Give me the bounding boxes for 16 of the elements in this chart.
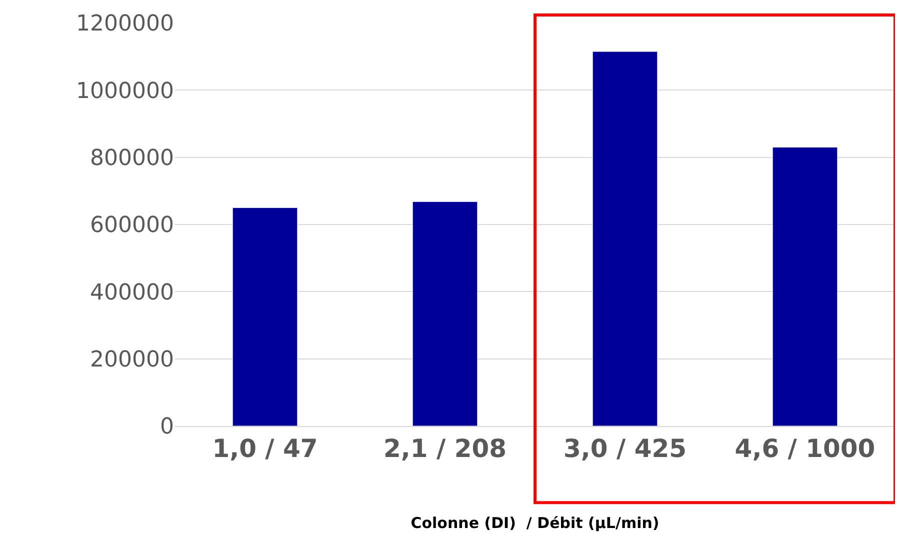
x-tick-label: 3,0 / 425 (563, 434, 687, 463)
y-tick-label: 1000000 (76, 78, 174, 104)
x-tick-label: 2,1 / 208 (383, 434, 507, 463)
x-axis-title: Colonne (DI) / Débit (µL/min) (410, 514, 660, 532)
y-tick-label: 0 (160, 414, 174, 440)
y-tick-label: 400000 (90, 280, 174, 306)
y-tick-label: 600000 (90, 213, 174, 238)
x-tick-label: 4,6 / 1000 (734, 434, 876, 463)
bar (232, 207, 298, 426)
bar (592, 51, 658, 426)
y-tick-label: 200000 (90, 348, 174, 373)
bar (772, 147, 838, 426)
y-tick-label: 800000 (90, 146, 174, 172)
y-tick-label: 1200000 (76, 12, 174, 37)
bar (412, 201, 478, 426)
x-tick-label: 1,0 / 47 (212, 434, 318, 463)
